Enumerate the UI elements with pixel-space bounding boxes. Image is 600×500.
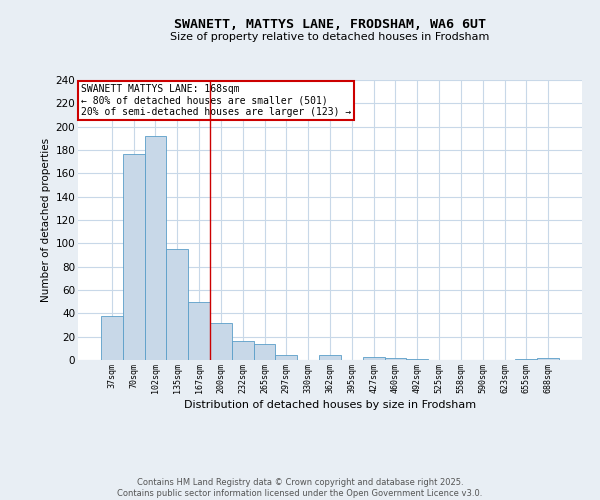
Bar [232,342,254,360]
Bar [319,356,341,360]
Bar [254,344,275,360]
Bar [188,302,210,360]
Text: SWANETT, MATTYS LANE, FRODSHAM, WA6 6UT: SWANETT, MATTYS LANE, FRODSHAM, WA6 6UT [174,18,486,30]
Bar [123,154,145,360]
Bar [275,356,297,360]
Text: SWANETT MATTYS LANE: 168sqm
← 80% of detached houses are smaller (501)
20% of se: SWANETT MATTYS LANE: 168sqm ← 80% of det… [80,84,351,117]
Y-axis label: Number of detached properties: Number of detached properties [41,138,52,302]
X-axis label: Distribution of detached houses by size in Frodsham: Distribution of detached houses by size … [184,400,476,409]
Bar [145,136,166,360]
Bar [385,358,406,360]
Text: Contains HM Land Registry data © Crown copyright and database right 2025.
Contai: Contains HM Land Registry data © Crown c… [118,478,482,498]
Bar [210,322,232,360]
Bar [363,356,385,360]
Bar [101,316,123,360]
Text: Size of property relative to detached houses in Frodsham: Size of property relative to detached ho… [170,32,490,42]
Bar [406,359,428,360]
Bar [166,249,188,360]
Bar [515,359,537,360]
Bar [537,358,559,360]
